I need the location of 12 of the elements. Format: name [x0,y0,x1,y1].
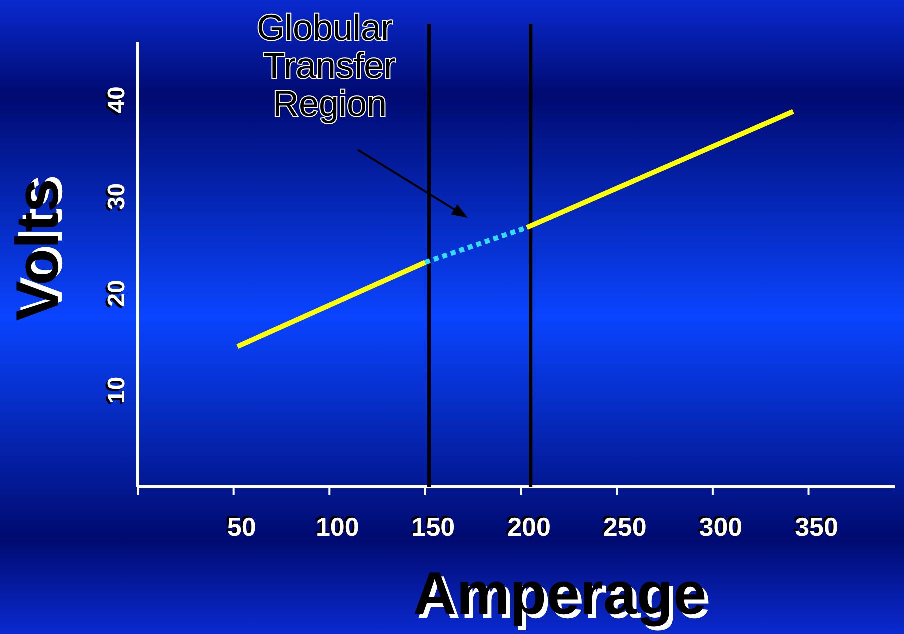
y-tick-label: 20 [103,280,130,307]
x-tick-label: 300 [697,510,741,540]
x-tick-label: 250 [601,510,645,540]
x-tick-label: 350 [793,510,836,540]
y-tick-label: 40 [103,86,130,114]
annotation: Globular Transfer Region [254,6,396,124]
x-tick-label: 150 [410,510,454,540]
y-tick-label: 30 [103,183,130,210]
x-tick-label: 100 [314,510,358,540]
x-tick-label: 50 [225,510,254,540]
y-tick-label: 10 [103,376,130,404]
x-tick-label: 200 [506,510,549,540]
